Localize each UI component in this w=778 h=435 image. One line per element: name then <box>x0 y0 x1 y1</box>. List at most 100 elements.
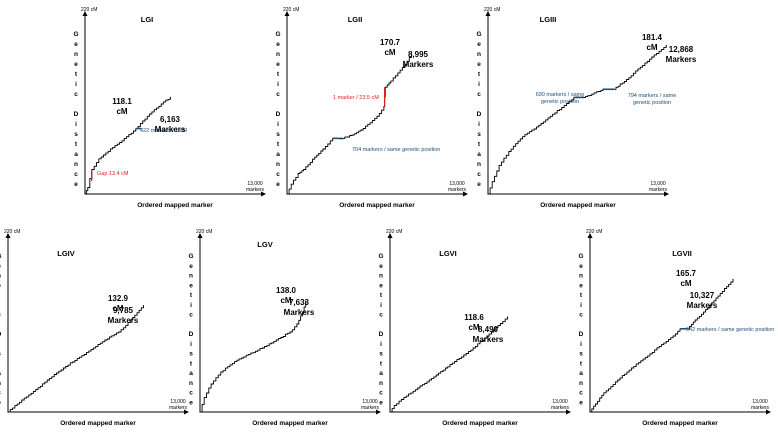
series-line <box>200 302 306 412</box>
y-axis-title-letter: e <box>74 41 78 48</box>
y-axis-title-letter: e <box>276 181 280 188</box>
end-marker-count: 12,868 <box>669 45 694 54</box>
y-axis-title-letter: D <box>477 111 482 118</box>
end-cm-unit: cM <box>116 107 127 116</box>
y-axis-title-letter: t <box>580 292 583 299</box>
y-axis-title-letter: t <box>277 141 280 148</box>
data-point <box>732 279 733 280</box>
y-axis-title-letter: n <box>0 380 1 387</box>
y-axis-title-letter: n <box>74 51 78 58</box>
y-axis-title-letter: D <box>0 331 2 338</box>
data-point <box>170 97 171 98</box>
x-axis-max-label: markers <box>246 187 265 193</box>
end-cm-unit: cM <box>646 43 657 52</box>
y-axis-title-letter: i <box>580 302 582 309</box>
y-axis-title-letter: t <box>380 360 383 367</box>
x-axis-title: Ordered mapped marker <box>642 420 718 427</box>
y-axis-title-letter: s <box>276 131 280 138</box>
y-axis-title-letter: i <box>380 302 382 309</box>
y-axis-max-label: 220 cM <box>586 229 602 235</box>
y-axis-title-letter: a <box>0 370 1 377</box>
end-marker-unit: Markers <box>403 60 434 69</box>
y-axis-title-letter: a <box>379 370 383 377</box>
y-axis-title-letter: c <box>579 390 583 397</box>
y-axis-title-letter: c <box>74 171 78 178</box>
y-axis-title-letter: G <box>0 253 2 260</box>
y-axis-title-letter: n <box>579 273 583 280</box>
y-axis-title-letter: i <box>190 341 192 348</box>
x-axis-title: Ordered mapped marker <box>339 202 415 209</box>
x-axis-max-label: markers <box>649 187 668 193</box>
series-line <box>488 46 666 194</box>
y-axis-title-letter: t <box>478 141 481 148</box>
x-axis-title: Ordered mapped marker <box>252 420 328 427</box>
y-axis-title-letter: t <box>380 292 383 299</box>
y-axis-title-letter: e <box>74 181 78 188</box>
x-axis-title: Ordered mapped marker <box>442 420 518 427</box>
data-point <box>199 411 200 412</box>
y-axis-title-letter: c <box>0 390 1 397</box>
y-axis-title-letter: G <box>578 253 583 260</box>
y-axis-title-letter: D <box>74 111 79 118</box>
end-cm-unit: cM <box>680 279 691 288</box>
series-line <box>85 97 170 194</box>
y-axis-title-letter: i <box>190 302 192 309</box>
y-axis-title-letter: e <box>189 282 193 289</box>
y-axis-title-letter: t <box>190 360 193 367</box>
panel-title: LGII <box>348 15 363 24</box>
y-axis-title-letter: a <box>477 151 481 158</box>
y-axis-title-letter: c <box>579 312 583 319</box>
y-axis-title-letter: s <box>579 351 583 358</box>
end-marker-unit: Markers <box>155 125 186 134</box>
y-axis-title-letter: D <box>189 331 194 338</box>
data-point <box>389 411 390 412</box>
data-point <box>143 305 144 306</box>
y-axis-title-letter: i <box>75 81 77 88</box>
y-axis-title-letter: n <box>477 161 481 168</box>
annotation-label: genetic position <box>633 100 671 106</box>
data-point <box>7 411 8 412</box>
annotation-label: genetic position <box>541 99 579 105</box>
end-marker-unit: Markers <box>687 301 718 310</box>
x-axis-title: Ordered mapped marker <box>137 202 213 209</box>
data-point <box>589 411 590 412</box>
end-marker-unit: Markers <box>108 316 139 325</box>
y-axis-title-letter: c <box>276 91 280 98</box>
y-axis-title-letter: t <box>0 292 1 299</box>
x-axis-title: Ordered mapped marker <box>60 420 136 427</box>
y-axis-title-letter: e <box>0 263 1 270</box>
end-marker-count: 8,995 <box>408 50 429 59</box>
y-axis-title-letter: c <box>276 171 280 178</box>
y-axis-title-letter: e <box>379 282 383 289</box>
end-marker-count: 10,327 <box>690 291 715 300</box>
y-axis-title-letter: c <box>189 390 193 397</box>
y-axis-title-letter: i <box>580 341 582 348</box>
end-cm-unit: cM <box>384 48 395 57</box>
data-point <box>286 193 287 194</box>
series-line <box>287 54 412 194</box>
y-axis-title-letter: G <box>275 31 280 38</box>
annotation-label: Gap 13.4 cM <box>97 171 129 177</box>
y-axis-title-letter: a <box>276 151 280 158</box>
y-axis-title-letter: i <box>478 121 480 128</box>
y-axis-title-letter: c <box>477 91 481 98</box>
y-axis-title-letter: e <box>276 41 280 48</box>
y-axis-title-letter: n <box>477 51 481 58</box>
end-marker-count: 8,490 <box>478 325 499 334</box>
x-axis-max-label: markers <box>448 187 467 193</box>
y-axis-title-letter: c <box>189 312 193 319</box>
y-axis-title-letter: e <box>0 282 1 289</box>
x-axis-max-label: markers <box>169 405 188 411</box>
y-axis-title-letter: t <box>277 71 280 78</box>
y-axis-title-letter: a <box>189 370 193 377</box>
end-cm-value: 132.9 <box>108 294 129 303</box>
